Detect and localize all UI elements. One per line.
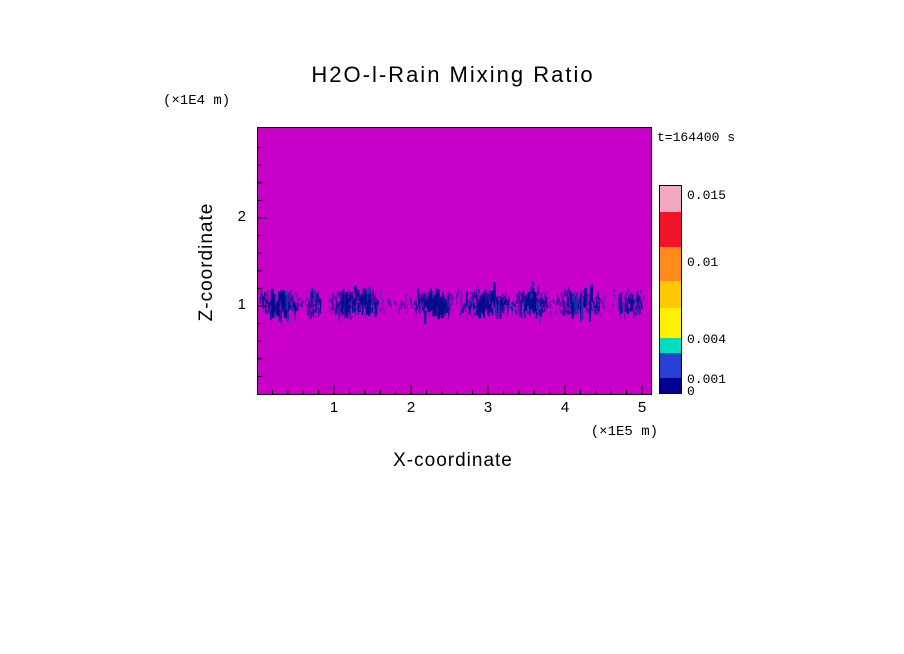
x-tick-label: 3 [483,399,493,416]
colorbar-segment [660,308,681,338]
colorbar-label: 0.01 [687,255,719,270]
colorbar-label: 0.004 [687,332,727,347]
colorbar-segment [660,353,681,378]
time-annotation: t=164400 s [657,130,736,145]
plot-area [257,127,652,395]
colorbar-label: 0 [687,384,695,399]
colorbar-label: 0.001 [687,372,727,387]
x-axis-label: X-coordinate [393,450,513,471]
y-axis-label: Z-coordinate [196,202,217,322]
colorbar-label: 0.015 [687,188,727,203]
colorbar-segment [660,186,681,212]
y-tick-label: 1 [237,296,246,313]
plot-title: H2O-l-Rain Mixing Ratio [311,62,595,87]
colorbar-segment [660,338,681,353]
x-tick-label: 4 [560,399,570,416]
y-tick-label: 2 [237,208,246,225]
x-tick-label: 1 [329,399,339,416]
colorbar-segment [660,281,681,308]
colorbar [659,185,682,394]
x-axis-units: (×1E5 m) [590,424,658,440]
heatmap-field [258,147,645,394]
colorbar-segment [660,212,681,247]
colorbar-segment [660,378,681,393]
y-axis-units: (×1E4 m) [163,93,231,109]
x-tick-label: 2 [406,399,416,416]
colorbar-segment [660,247,681,281]
x-tick-label: 5 [637,399,647,416]
